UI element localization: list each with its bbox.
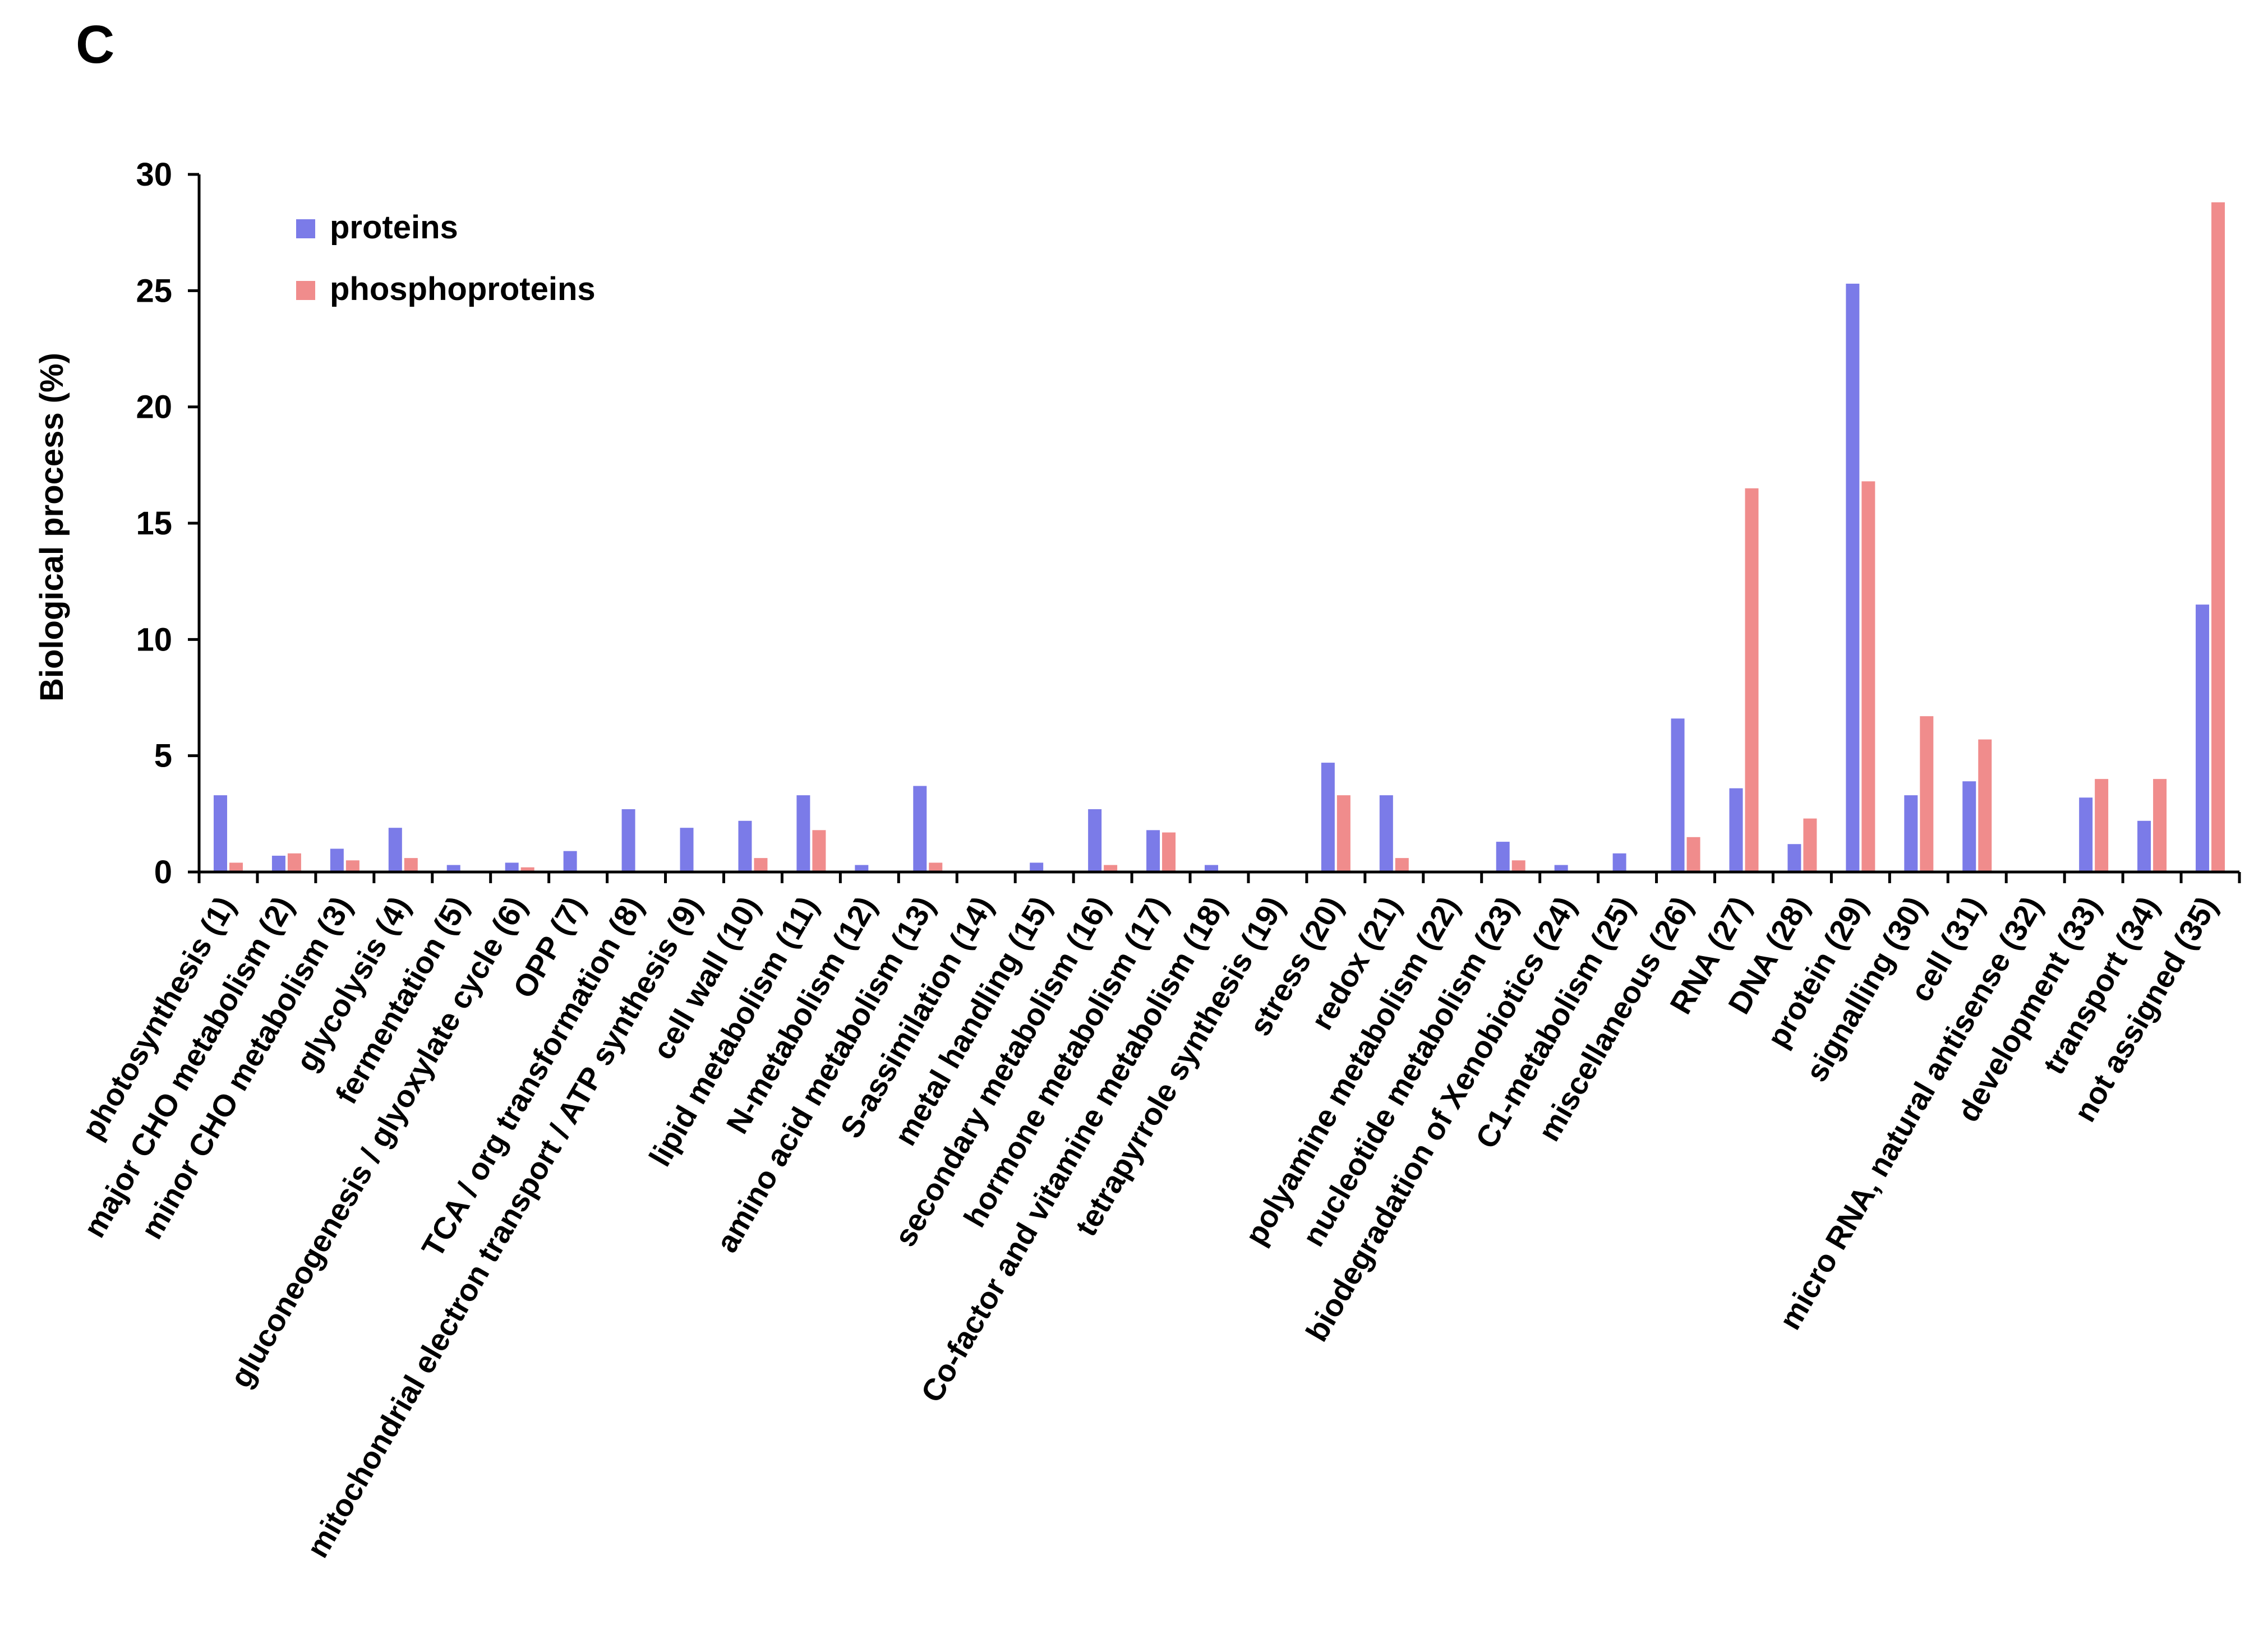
legend-label-phosphoproteins: phosphoproteins	[330, 271, 596, 307]
x-axis-labels: photosynthesis (1)major CHO metabolism (…	[75, 890, 2224, 1563]
bar-phosphoproteins	[1395, 858, 1409, 872]
bar-proteins	[1787, 844, 1801, 872]
bar-proteins	[330, 848, 344, 872]
bar-phosphoproteins	[1920, 716, 1934, 872]
bar-proteins	[1554, 865, 1568, 872]
bar-proteins	[1146, 830, 1160, 872]
bar-proteins	[388, 828, 402, 872]
bar-proteins	[1962, 781, 1976, 872]
y-tick-label: 5	[154, 738, 172, 774]
bar-proteins	[1088, 809, 1102, 872]
bar-phosphoproteins	[1162, 832, 1176, 872]
bar-proteins	[2196, 604, 2210, 872]
bar-proteins	[738, 820, 752, 872]
bar-phosphoproteins	[229, 862, 243, 872]
legend: proteins phosphoproteins	[296, 209, 596, 307]
bar-proteins	[563, 851, 577, 872]
bar-phosphoproteins	[1511, 860, 1525, 872]
legend-swatch-proteins	[296, 219, 315, 238]
x-axis-ticks	[197, 872, 2241, 883]
bar-phosphoproteins	[1803, 818, 1817, 872]
bar-proteins	[271, 855, 285, 872]
bar-phosphoproteins	[287, 853, 301, 872]
bar-proteins	[1846, 283, 1860, 873]
bar-proteins	[1321, 763, 1335, 872]
bar-phosphoproteins	[1686, 837, 1700, 872]
bar-proteins	[621, 809, 635, 872]
bar-proteins	[1030, 862, 1044, 872]
bar-proteins	[446, 865, 460, 872]
bars	[213, 202, 2225, 873]
bar-phosphoproteins	[520, 867, 534, 872]
bar-proteins	[913, 786, 927, 872]
bar-proteins	[1904, 795, 1918, 872]
bar-phosphoproteins	[404, 858, 418, 872]
y-tick-label: 0	[154, 854, 172, 890]
bar-phosphoproteins	[754, 858, 768, 872]
bar-phosphoproteins	[812, 830, 826, 872]
bar-proteins	[796, 795, 810, 872]
legend-swatch-phosphoproteins	[296, 281, 315, 300]
bar-phosphoproteins	[2211, 202, 2225, 872]
bar-proteins	[1612, 853, 1626, 872]
bar-phosphoproteins	[1104, 865, 1118, 872]
y-tick-label: 10	[136, 621, 172, 658]
bar-proteins	[1671, 718, 1685, 872]
bar-proteins	[505, 862, 519, 872]
bar-proteins	[855, 865, 869, 872]
bar-proteins	[2137, 820, 2151, 872]
y-axis-title: Biological process (%)	[34, 353, 70, 702]
y-axis-ticks: 0 5 10 15 20 25 30	[136, 156, 199, 890]
y-tick-label: 30	[136, 156, 172, 193]
y-tick-label: 15	[136, 505, 172, 542]
bar-proteins	[1496, 842, 1510, 872]
bar-phosphoproteins	[1745, 488, 1759, 872]
panel-label: C	[76, 15, 114, 75]
bar-phosphoproteins	[929, 862, 943, 872]
bar-proteins	[1729, 788, 1743, 872]
bar-proteins	[1379, 795, 1393, 872]
bar-phosphoproteins	[2153, 779, 2167, 872]
bar-phosphoproteins	[1861, 481, 1875, 872]
bar-phosphoproteins	[1336, 795, 1350, 872]
y-tick-label: 25	[136, 273, 172, 309]
legend-label-proteins: proteins	[330, 209, 458, 246]
bar-phosphoproteins	[2095, 779, 2109, 872]
bar-proteins	[2079, 797, 2093, 872]
bar-phosphoproteins	[1978, 739, 1992, 872]
y-tick-label: 20	[136, 389, 172, 426]
bar-phosphoproteins	[345, 860, 359, 872]
bar-proteins	[1205, 865, 1218, 872]
y-axis-title-group: Biological process (%)	[34, 353, 70, 702]
bar-proteins	[213, 795, 227, 872]
bar-proteins	[680, 828, 694, 872]
